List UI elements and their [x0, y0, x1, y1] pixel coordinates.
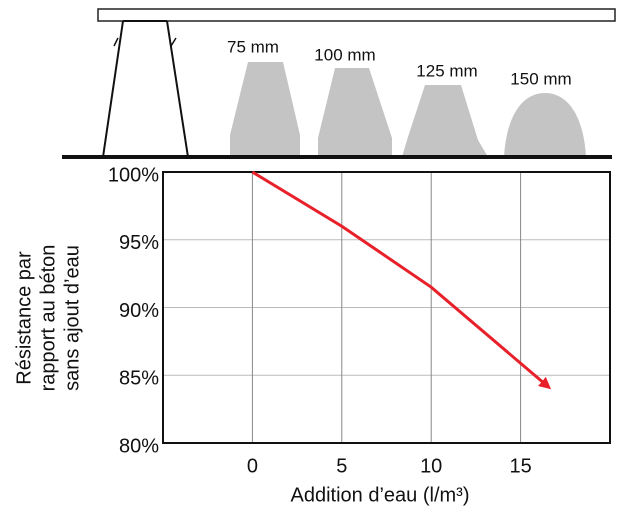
- y-tick-label: 85%: [119, 368, 159, 390]
- x-tick-label: 15: [509, 455, 531, 477]
- y-tick-label: 100%: [108, 164, 159, 186]
- y-axis-title-line: sans ajout d’eau: [61, 245, 83, 391]
- x-tick-label: 0: [247, 455, 258, 477]
- slump-shape: [318, 68, 392, 157]
- y-tick-label: 90%: [119, 300, 159, 322]
- slump-shape: [402, 85, 488, 157]
- cone-support: [97, 8, 616, 22]
- y-axis-title: Résistance par rapport au béton sans ajo…: [13, 245, 83, 392]
- slump-label: 100 mm: [314, 45, 375, 64]
- slump-diagram: 75 mm 100 mm 125 mm 150 mm: [62, 8, 616, 159]
- slump-label: 75 mm: [227, 37, 279, 56]
- y-axis-title-line: Résistance par: [13, 251, 35, 385]
- y-tick-label: 95%: [119, 232, 159, 254]
- x-axis-title: Addition d’eau (l/m³): [291, 484, 470, 506]
- data-line: [251, 170, 552, 390]
- slump-shape: [504, 93, 586, 157]
- slump-cone: [102, 20, 189, 158]
- x-tick-label: 5: [336, 455, 347, 477]
- slump-label: 150 mm: [510, 69, 571, 88]
- cone-handle: [113, 37, 177, 47]
- slump-shape: [230, 62, 300, 157]
- slump-label: 125 mm: [416, 61, 477, 80]
- y-tick-label: 80%: [119, 435, 159, 457]
- y-axis-title-line: rapport au béton: [37, 245, 59, 392]
- plot-frame: [162, 171, 611, 444]
- x-tick-label: 10: [420, 455, 442, 477]
